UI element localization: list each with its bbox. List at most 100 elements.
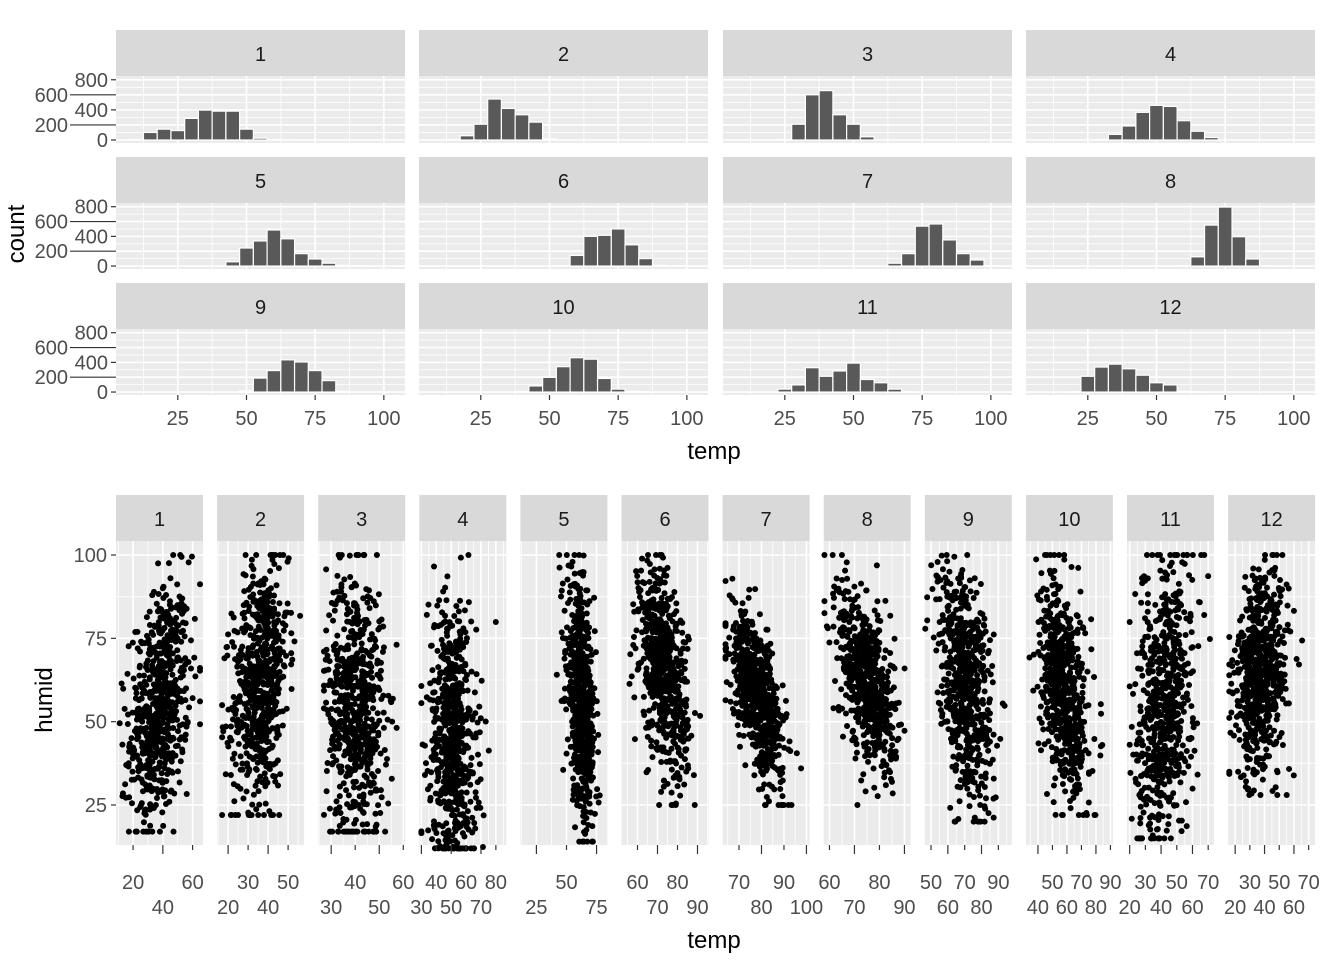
data-point xyxy=(334,798,340,804)
data-point xyxy=(697,713,703,719)
histogram-bar xyxy=(308,259,322,266)
data-point xyxy=(117,720,123,726)
data-point xyxy=(470,734,476,740)
data-point xyxy=(323,647,329,653)
data-point xyxy=(567,642,573,648)
data-point xyxy=(170,552,176,558)
data-point xyxy=(630,601,636,607)
data-point xyxy=(637,594,643,600)
data-point xyxy=(244,772,250,778)
histogram-bar xyxy=(171,131,185,140)
data-point xyxy=(380,693,386,699)
data-point xyxy=(335,648,341,654)
data-point xyxy=(647,622,653,628)
data-point xyxy=(179,554,185,560)
data-point xyxy=(465,808,471,814)
data-point xyxy=(656,665,662,671)
data-point xyxy=(475,779,481,785)
data-point xyxy=(149,788,155,794)
histogram-bar xyxy=(584,359,598,392)
histogram-bar xyxy=(929,224,943,266)
data-point xyxy=(161,661,167,667)
histogram-bar xyxy=(529,122,543,140)
data-point xyxy=(431,678,437,684)
data-point xyxy=(239,761,245,767)
data-point xyxy=(351,641,357,647)
data-point xyxy=(377,810,383,816)
data-point xyxy=(359,729,365,735)
data-point xyxy=(335,829,341,835)
data-point xyxy=(471,845,477,851)
facet-strip-label: 4 xyxy=(457,509,468,531)
data-point xyxy=(425,768,431,774)
data-point xyxy=(430,690,436,696)
data-point xyxy=(169,618,175,624)
y-tick-label: 600 xyxy=(35,85,68,107)
data-point xyxy=(562,608,568,614)
data-point xyxy=(389,719,395,725)
data-point xyxy=(119,680,125,686)
data-point xyxy=(454,746,460,752)
data-point xyxy=(481,812,487,818)
data-point xyxy=(352,799,358,805)
data-point xyxy=(654,676,660,682)
data-point xyxy=(244,764,250,770)
data-point xyxy=(263,748,269,754)
data-point xyxy=(343,700,349,706)
histogram-bar xyxy=(1205,138,1219,140)
data-point xyxy=(334,633,340,639)
facet-strip-label: 7 xyxy=(862,171,873,193)
histogram-bar xyxy=(543,139,557,140)
data-point xyxy=(276,812,282,818)
histogram-bar xyxy=(556,367,570,392)
data-point xyxy=(595,749,601,755)
data-point xyxy=(332,727,338,733)
x-tick-label: 100 xyxy=(974,408,1007,430)
x-tick-label: 60 xyxy=(181,872,203,894)
data-point xyxy=(360,798,366,804)
facet-strip-label: 5 xyxy=(255,171,266,193)
histogram-bar xyxy=(267,230,281,266)
data-point xyxy=(572,752,578,758)
data-point xyxy=(254,603,260,609)
x-tick-label: 40 xyxy=(344,872,366,894)
data-point xyxy=(662,661,668,667)
histogram-bar xyxy=(1150,383,1164,392)
data-point xyxy=(627,651,633,657)
data-point xyxy=(454,767,460,773)
data-point xyxy=(663,709,669,715)
data-point xyxy=(456,845,462,851)
x-tick-label: 60 xyxy=(626,872,648,894)
data-point xyxy=(444,573,450,579)
data-point xyxy=(346,772,352,778)
x-tick-label: 75 xyxy=(911,408,933,430)
data-point xyxy=(457,811,463,817)
data-point xyxy=(263,801,269,807)
histogram-bar xyxy=(281,239,295,266)
data-point xyxy=(636,661,642,667)
data-point xyxy=(376,687,382,693)
data-point xyxy=(735,722,741,728)
x-tick-label: 30 xyxy=(320,897,342,919)
histogram-bar xyxy=(240,391,254,392)
data-point xyxy=(324,768,330,774)
data-point xyxy=(246,812,252,818)
facet-strip-label: 10 xyxy=(552,297,574,319)
data-point xyxy=(669,802,675,808)
data-point xyxy=(649,613,655,619)
data-point xyxy=(440,778,446,784)
histogram-facet-3: 3 xyxy=(723,30,1012,143)
data-point xyxy=(124,671,130,677)
x-tick-label: 30 xyxy=(237,872,259,894)
data-point xyxy=(160,609,166,615)
data-point xyxy=(268,812,274,818)
data-point xyxy=(572,824,578,830)
data-point xyxy=(685,736,691,742)
data-point xyxy=(659,552,665,558)
data-point xyxy=(360,822,366,828)
data-point xyxy=(468,618,474,624)
data-point xyxy=(272,552,278,558)
data-point xyxy=(173,634,179,640)
data-point xyxy=(742,762,748,768)
data-point xyxy=(723,578,729,584)
